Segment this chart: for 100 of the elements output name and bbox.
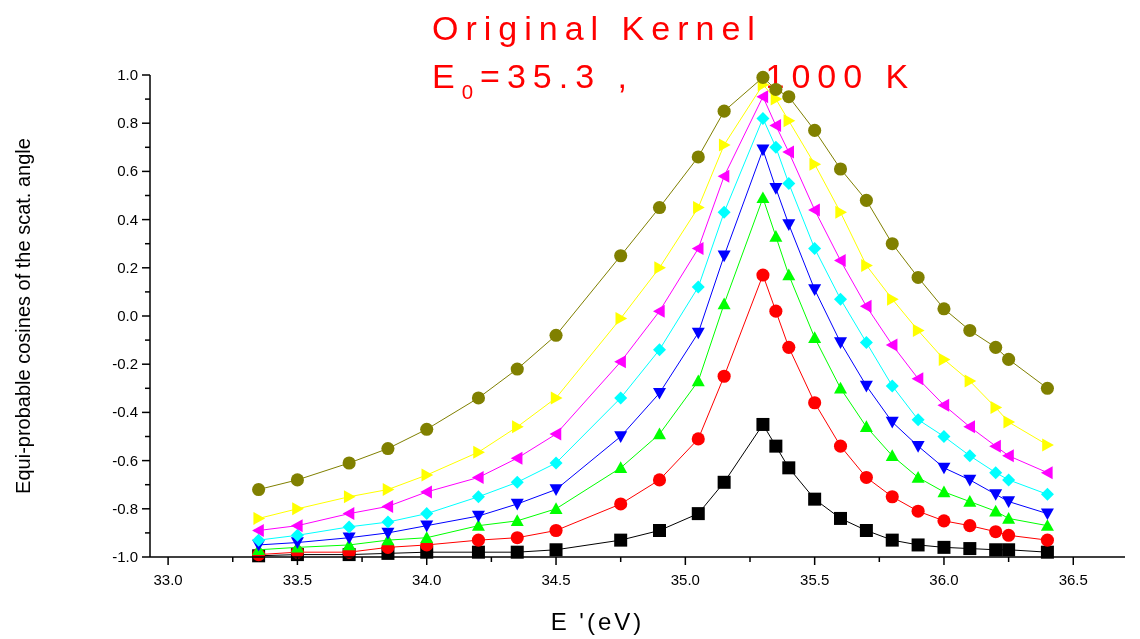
x-tick-label: 33.5 — [282, 571, 313, 588]
point — [782, 219, 796, 231]
point — [911, 504, 925, 518]
y-tick-label: 0.6 — [117, 162, 138, 180]
point — [1003, 415, 1016, 429]
point — [549, 523, 563, 538]
point — [859, 523, 873, 537]
point — [510, 514, 524, 527]
point — [549, 543, 563, 557]
point — [471, 510, 485, 523]
point — [420, 485, 432, 499]
point — [963, 474, 977, 487]
point — [911, 470, 925, 483]
point — [756, 268, 770, 282]
point — [808, 396, 822, 410]
point — [1002, 543, 1016, 557]
point — [691, 327, 705, 340]
point — [989, 466, 1003, 480]
point — [964, 374, 977, 388]
point — [911, 270, 925, 284]
point — [989, 439, 1001, 453]
point — [420, 531, 434, 543]
point — [718, 138, 731, 152]
point — [343, 490, 356, 504]
point — [1002, 511, 1016, 524]
point — [937, 398, 950, 412]
point — [652, 201, 667, 215]
point — [549, 328, 563, 342]
point — [937, 302, 951, 316]
point — [691, 507, 705, 521]
point — [834, 337, 848, 350]
point — [937, 540, 951, 554]
point — [911, 440, 925, 453]
point — [989, 489, 1003, 501]
point — [989, 340, 1003, 354]
point — [691, 242, 704, 256]
point — [1040, 508, 1054, 521]
point — [614, 249, 628, 263]
point — [833, 439, 848, 453]
point — [963, 519, 977, 533]
y-tick-label: -1.0 — [112, 548, 138, 565]
point — [652, 427, 666, 440]
point — [769, 439, 783, 453]
point — [614, 497, 628, 511]
y-tick-label: 0.4 — [117, 210, 138, 228]
point — [252, 482, 266, 497]
point — [342, 456, 356, 470]
point — [859, 299, 872, 313]
point — [717, 250, 731, 263]
point — [1002, 352, 1016, 366]
point — [614, 355, 626, 369]
point — [834, 254, 846, 268]
point — [756, 111, 770, 125]
point — [911, 413, 925, 427]
point — [834, 381, 848, 394]
point — [717, 297, 731, 310]
point — [549, 456, 563, 470]
point — [652, 473, 667, 487]
point — [290, 473, 304, 487]
point — [381, 499, 394, 513]
point — [1002, 496, 1016, 509]
point — [1002, 449, 1014, 463]
point — [937, 485, 951, 498]
y-tick-label: 1.0 — [117, 66, 138, 83]
point — [691, 280, 705, 294]
point — [471, 533, 486, 547]
point — [769, 140, 783, 154]
x-tick-label: 36.0 — [929, 571, 959, 588]
point — [912, 323, 925, 337]
point — [471, 391, 486, 405]
point — [471, 470, 484, 484]
point — [989, 543, 1003, 557]
point — [885, 490, 899, 504]
y-tick-label: -0.8 — [112, 499, 138, 517]
point — [382, 483, 395, 497]
point — [937, 430, 951, 443]
point — [833, 162, 848, 176]
point — [938, 352, 951, 366]
y-tick-label: -0.6 — [112, 451, 138, 469]
point — [420, 507, 434, 521]
x-tick-label: 34.0 — [412, 571, 442, 588]
x-tick-label: 35.0 — [670, 571, 700, 588]
point — [614, 533, 628, 547]
point — [1040, 519, 1054, 531]
point — [1002, 473, 1016, 487]
point — [615, 311, 628, 325]
point — [756, 144, 770, 157]
point — [342, 532, 356, 545]
point — [835, 205, 848, 219]
point — [252, 533, 266, 547]
point — [471, 519, 485, 531]
point — [420, 520, 434, 533]
point — [652, 387, 666, 400]
point — [989, 525, 1003, 539]
point — [473, 445, 485, 459]
point — [510, 362, 524, 376]
point — [652, 343, 666, 357]
x-tick-label: 34.5 — [541, 571, 571, 588]
point — [782, 461, 796, 475]
point — [885, 338, 898, 352]
